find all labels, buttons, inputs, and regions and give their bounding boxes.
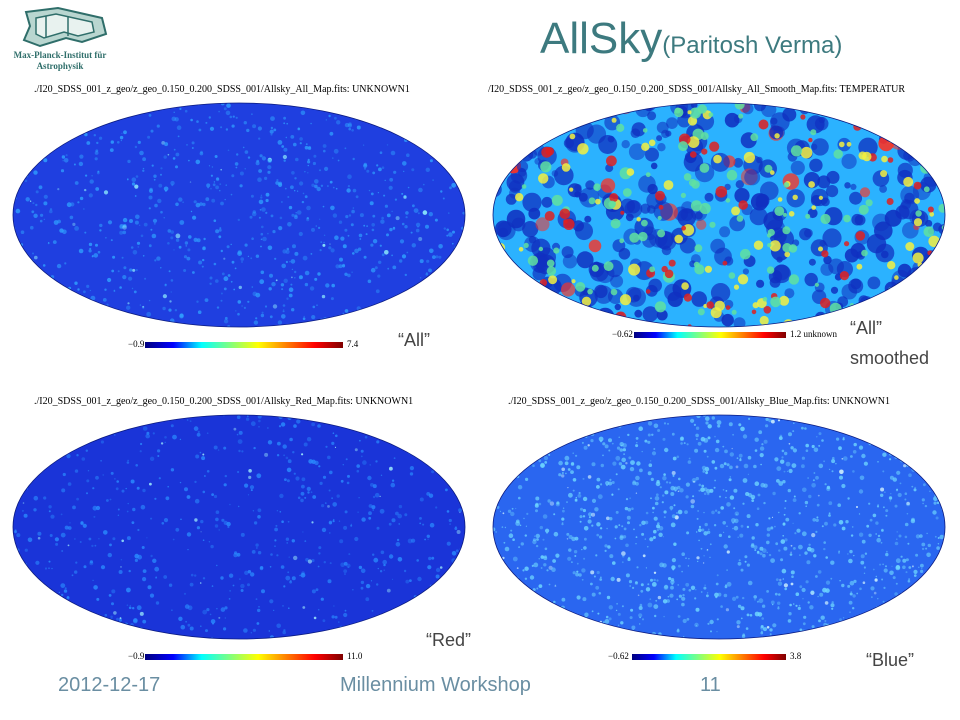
fits-header: /I20_SDSS_001_z_geo/z_geo_0.150_0.200_SD…: [488, 84, 906, 95]
fits-header: ./I20_SDSS_001_z_geo/z_geo_0.150_0.200_S…: [34, 396, 414, 407]
label-smoothed: smoothed: [850, 348, 930, 368]
colorbar-min: −0.9: [128, 651, 145, 661]
colorbar-min: −0.9: [128, 339, 145, 349]
panel-all: ./I20_SDSS_001_z_geo/z_geo_0.150_0.200_S…: [4, 84, 474, 384]
logo-line1: Max-Planck-Institut für: [13, 50, 107, 60]
colorbar: [145, 342, 343, 348]
mpa-logo: Max-Planck-Institut für Astrophysik: [6, 4, 114, 84]
colorbar-max: 1.2 unknown: [790, 329, 837, 339]
colorbar-max: 3.8: [790, 651, 802, 661]
panel-all-smoothed: /I20_SDSS_001_z_geo/z_geo_0.150_0.200_SD…: [484, 84, 954, 384]
panel-blue: ./I20_SDSS_001_z_geo/z_geo_0.150_0.200_S…: [484, 396, 954, 696]
fits-header: ./I20_SDSS_001_z_geo/z_geo_0.150_0.200_S…: [34, 84, 410, 95]
allsky-map-all-smoothed: [492, 102, 946, 328]
logo-line2: Astrophysik: [36, 61, 84, 71]
footer-date: 2012-12-17: [58, 674, 161, 696]
allsky-map-all: [12, 102, 466, 328]
colorbar: [632, 654, 786, 660]
allsky-map-red: [12, 414, 466, 640]
footer-page-number: 11: [700, 674, 721, 696]
logo-building-icon: [22, 6, 108, 48]
label-all-smoothed: “All”: [850, 318, 882, 338]
label-all: “All”: [398, 330, 430, 350]
label-blue: “Blue”: [866, 650, 915, 670]
panel-red: ./I20_SDSS_001_z_geo/z_geo_0.150_0.200_S…: [4, 396, 474, 696]
colorbar: [145, 654, 343, 660]
logo-text: Max-Planck-Institut für Astrophysik: [6, 50, 114, 72]
title-sub: (Paritosh Verma): [662, 32, 843, 59]
colorbar-max: 7.4: [347, 339, 359, 349]
allsky-map-blue: [492, 414, 946, 640]
fits-header: ./I20_SDSS_001_z_geo/z_geo_0.150_0.200_S…: [508, 396, 890, 407]
footer-event: Millennium Workshop: [340, 674, 531, 696]
colorbar-min: −0.62: [612, 329, 633, 339]
colorbar: [634, 332, 786, 338]
label-red: “Red”: [426, 630, 472, 650]
title-main: AllSky: [540, 14, 663, 63]
colorbar-min: −0.62: [608, 651, 629, 661]
slide-title: AllSky(Paritosh Verma): [540, 14, 842, 64]
colorbar-max: 11.0: [347, 651, 363, 661]
